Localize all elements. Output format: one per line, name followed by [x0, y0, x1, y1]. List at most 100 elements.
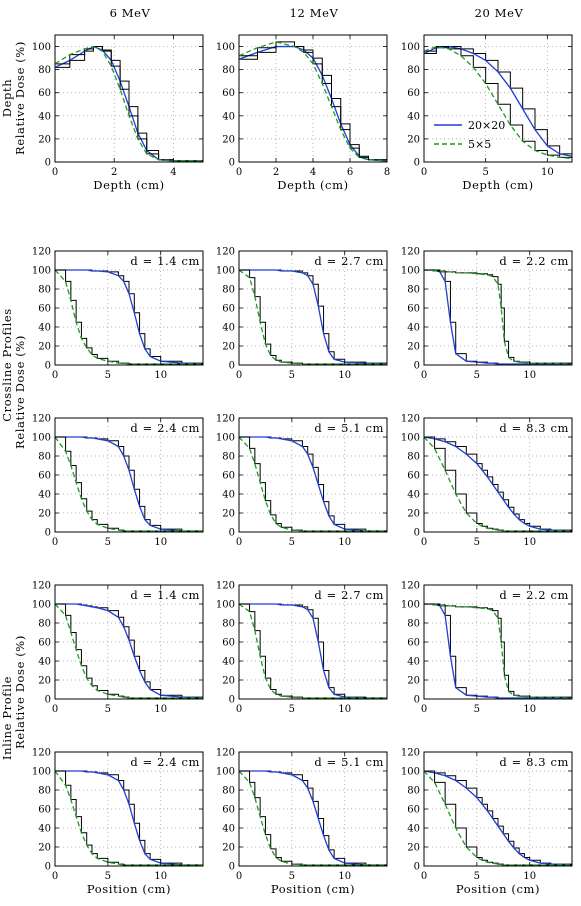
y-tick-label: 100 — [216, 600, 235, 611]
depth-annotation: d = 2.7 cm — [314, 254, 384, 268]
y-tick-label: 120 — [216, 748, 235, 759]
x-axis-label: Depth (cm) — [93, 178, 164, 192]
y-tick-label: 60 — [38, 304, 51, 315]
y-tick-label: 40 — [38, 657, 51, 668]
y-tick-label: 100 — [32, 266, 51, 277]
y-tick-label: 60 — [407, 805, 420, 816]
y-tick-label: 20 — [222, 342, 235, 353]
y-tick-label: 60 — [38, 471, 51, 482]
measured-steps-1 — [239, 770, 387, 866]
x-tick-label: 0 — [236, 704, 242, 715]
y-tick-label: 40 — [407, 657, 420, 668]
x-tick-label: 5 — [474, 370, 480, 381]
x-tick-label: 4 — [170, 167, 176, 178]
y-tick-label: 0 — [45, 158, 51, 169]
y-tick-label: 0 — [45, 695, 51, 706]
y-tick-label: 20 — [407, 676, 420, 687]
y-tick-label: 60 — [222, 805, 235, 816]
y-tick-label: 20 — [407, 509, 420, 520]
y-tick-label: 20 — [38, 134, 51, 145]
measured-steps-1 — [424, 269, 572, 365]
depth-annotation: d = 5.1 cm — [314, 755, 384, 769]
measured-steps-0 — [239, 770, 387, 866]
x-tick-label: 10 — [338, 370, 351, 381]
y-tick-label: 80 — [38, 285, 51, 296]
y-tick-label: 100 — [401, 433, 420, 444]
x-tick-label: 5 — [474, 537, 480, 548]
y-tick-label: 40 — [407, 323, 420, 334]
series-line-blue — [239, 770, 387, 866]
x-tick-label: 0 — [421, 704, 427, 715]
series-line-green — [424, 45, 572, 160]
y-tick-label: 100 — [216, 433, 235, 444]
y-tick-label: 60 — [407, 471, 420, 482]
y-tick-label: 0 — [45, 528, 51, 539]
series-line-blue — [424, 269, 572, 365]
series-line-blue — [239, 269, 387, 365]
x-axis-label: Depth (cm) — [462, 178, 533, 192]
series-line-blue — [424, 603, 572, 699]
legend-label: 20×20 — [468, 119, 505, 132]
depth-annotation: d = 1.4 cm — [130, 254, 200, 268]
y-tick-label: 20 — [407, 342, 420, 353]
y-tick-label: 120 — [32, 581, 51, 592]
series-line-green — [55, 436, 203, 532]
depth-annotation: d = 1.4 cm — [130, 588, 200, 602]
y-tick-label: 100 — [216, 266, 235, 277]
depth-annotation: d = 2.4 cm — [130, 421, 200, 435]
x-tick-label: 0 — [52, 871, 58, 882]
y-tick-label: 40 — [38, 323, 51, 334]
y-tick-label: 20 — [407, 134, 420, 145]
y-tick-label: 0 — [229, 158, 235, 169]
axes-frame — [423, 751, 573, 867]
column-title-20mev: 20 MeV — [475, 6, 524, 20]
y-tick-label: 0 — [414, 158, 420, 169]
y-tick-label: 120 — [32, 414, 51, 425]
depth-annotation: d = 2.2 cm — [499, 254, 569, 268]
axes-frame — [238, 751, 388, 867]
axes-frame — [54, 250, 204, 366]
y-tick-label: 80 — [38, 786, 51, 797]
x-tick-label: 2 — [273, 167, 279, 178]
x-tick-label: 0 — [236, 167, 242, 178]
y-tick-label: 80 — [222, 786, 235, 797]
depth-annotation: d = 8.3 cm — [499, 755, 569, 769]
y-tick-label: 80 — [407, 786, 420, 797]
x-tick-label: 0 — [236, 370, 242, 381]
y-tick-label: 20 — [222, 676, 235, 687]
x-tick-label: 10 — [154, 537, 167, 548]
y-tick-label: 40 — [38, 824, 51, 835]
x-axis-label: Position (cm) — [87, 882, 171, 896]
y-tick-label: 120 — [401, 581, 420, 592]
x-tick-label: 8 — [384, 167, 390, 178]
y-tick-label: 60 — [222, 304, 235, 315]
axes-frame — [238, 250, 388, 366]
y-tick-label: 20 — [222, 843, 235, 854]
y-tick-label: 40 — [222, 824, 235, 835]
y-tick-label: 120 — [32, 748, 51, 759]
depth-annotation: d = 2.7 cm — [314, 588, 384, 602]
x-tick-label: 0 — [52, 370, 58, 381]
y-tick-label: 80 — [407, 285, 420, 296]
x-tick-label: 0 — [52, 537, 58, 548]
measured-steps-0 — [424, 770, 572, 866]
axes-frame — [423, 584, 573, 700]
y-tick-label: 80 — [38, 65, 51, 76]
y-tick-label: 60 — [38, 805, 51, 816]
y-tick-label: 0 — [229, 862, 235, 873]
y-tick-label: 40 — [222, 323, 235, 334]
x-tick-label: 10 — [541, 167, 554, 178]
y-tick-label: 20 — [38, 342, 51, 353]
y-tick-label: 60 — [222, 471, 235, 482]
y-tick-label: 40 — [38, 111, 51, 122]
y-tick-label: 60 — [222, 638, 235, 649]
series-line-green — [424, 269, 572, 365]
measured-steps-0 — [424, 436, 572, 532]
axes-frame — [54, 417, 204, 533]
series-line-green — [55, 770, 203, 866]
